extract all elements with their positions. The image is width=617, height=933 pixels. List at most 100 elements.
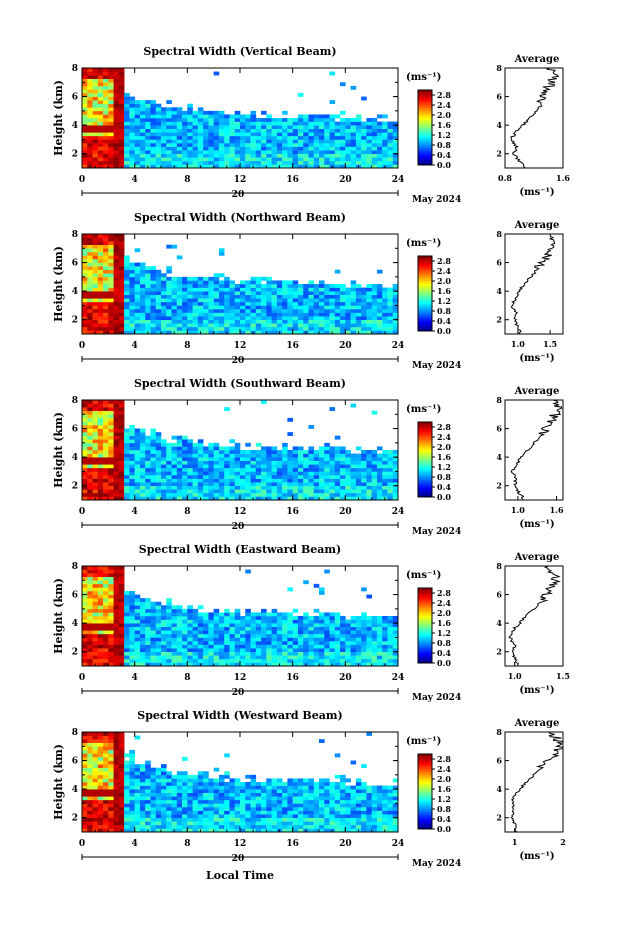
- heatmap-cell: [193, 457, 199, 461]
- heatmap-cell: [393, 627, 399, 631]
- heatmap-cell: [377, 302, 383, 306]
- heatmap-cell: [203, 457, 209, 461]
- heatmap-cell: [356, 143, 362, 147]
- heatmap-cell: [82, 789, 88, 793]
- heatmap-cell: [82, 580, 88, 584]
- heatmap-cell: [135, 118, 141, 122]
- heatmap-cell: [87, 803, 93, 807]
- heatmap-cell: [103, 648, 109, 652]
- heatmap-cell: [82, 796, 88, 800]
- heatmap-cell: [82, 125, 88, 129]
- heatmap-cell: [140, 298, 146, 302]
- heatmap-cell: [198, 111, 204, 115]
- heatmap-cell: [293, 446, 299, 450]
- heatmap-cell: [198, 623, 204, 627]
- heatmap-cell: [203, 479, 209, 483]
- heatmap-cell: [87, 750, 93, 754]
- heatmap-cell: [87, 634, 93, 638]
- heatmap-cell: [108, 584, 114, 588]
- average-frame: [505, 234, 563, 334]
- heatmap-cell: [161, 630, 167, 634]
- heatmap-cell: [150, 432, 156, 436]
- heatmap-cell: [308, 620, 314, 624]
- heatmap-cell: [98, 602, 104, 606]
- heatmap-cell: [314, 143, 320, 147]
- heatmap-cell: [282, 493, 288, 497]
- heatmap-cell: [214, 464, 220, 468]
- heatmap-cell: [129, 104, 135, 108]
- heatmap-cell: [314, 305, 320, 309]
- heatmap-cell: [351, 280, 357, 284]
- heatmap-cell: [282, 457, 288, 461]
- heatmap-cell: [182, 450, 188, 454]
- heatmap-cell: [93, 464, 99, 468]
- heatmap-cell: [382, 154, 388, 158]
- heatmap-cell: [156, 129, 162, 133]
- heatmap-cell: [87, 309, 93, 313]
- heatmap-cell: [87, 295, 93, 299]
- colorbar-swatch: [418, 133, 432, 136]
- heatmap-cell: [224, 489, 230, 493]
- heatmap-cell: [198, 291, 204, 295]
- heatmap-cell: [108, 634, 114, 638]
- colorbar-swatch: [418, 465, 432, 468]
- heatmap-cell: [198, 475, 204, 479]
- heatmap-cell: [140, 479, 146, 483]
- heatmap-cell: [256, 320, 262, 324]
- heatmap-cell: [93, 570, 99, 574]
- heatmap-cell: [161, 645, 167, 649]
- heatmap-cell: [129, 263, 135, 267]
- heatmap-cell: [235, 284, 241, 288]
- heatmap-cell: [240, 634, 246, 638]
- colorbar-swatch: [418, 606, 432, 609]
- heatmap-cell: [245, 295, 251, 299]
- heatmap-cell: [235, 291, 241, 295]
- heatmap-cell: [382, 323, 388, 327]
- heatmap-cell: [366, 291, 372, 295]
- heatmap-cell: [361, 493, 367, 497]
- heatmap-cell: [87, 786, 93, 790]
- heatmap-cell: [356, 323, 362, 327]
- heatmap-cell: [103, 443, 109, 447]
- heatmap-cell: [256, 323, 262, 327]
- heatmap-cell: [114, 161, 120, 165]
- heatmap-cell: [282, 489, 288, 493]
- heatmap-cell: [119, 273, 125, 277]
- heatmap-cell: [156, 446, 162, 450]
- heatmap-cell: [98, 659, 104, 663]
- heatmap-cell: [382, 327, 388, 331]
- heatmap-cell: [351, 129, 357, 133]
- average-frame: [505, 68, 563, 168]
- heatmap-cell: [93, 273, 99, 277]
- heatmap-cell: [108, 443, 114, 447]
- heatmap-cell: [156, 648, 162, 652]
- heatmap-cell: [93, 107, 99, 111]
- heatmap-cell: [177, 630, 183, 634]
- heatmap-cell: [266, 295, 272, 299]
- heatmap-cell: [177, 132, 183, 136]
- heatmap-cell: [387, 150, 393, 154]
- heatmap-cell: [150, 114, 156, 118]
- heatmap-cell: [229, 471, 235, 475]
- heatmap-cell: [193, 147, 199, 151]
- heatmap-cell: [108, 270, 114, 274]
- heatmap-cell: [282, 612, 288, 616]
- heatmap-cell: [135, 302, 141, 306]
- heatmap-cell: [287, 154, 293, 158]
- heatmap-cell: [261, 305, 267, 309]
- heatmap-cell: [98, 609, 104, 613]
- heatmap-cell: [382, 637, 388, 641]
- heatmap-cell: [108, 605, 114, 609]
- heatmap-cell: [266, 457, 272, 461]
- heatmap-cell: [256, 637, 262, 641]
- heatmap-cell: [272, 305, 278, 309]
- heatmap-cell: [182, 479, 188, 483]
- heatmap-cell: [256, 161, 262, 165]
- heatmap-cell: [272, 150, 278, 154]
- heatmap-cell: [108, 768, 114, 772]
- heatmap-cell: [108, 609, 114, 613]
- heatmap-cell: [224, 446, 230, 450]
- heatmap-cell: [314, 637, 320, 641]
- heatmap-cell: [277, 150, 283, 154]
- heatmap-cell: [150, 125, 156, 129]
